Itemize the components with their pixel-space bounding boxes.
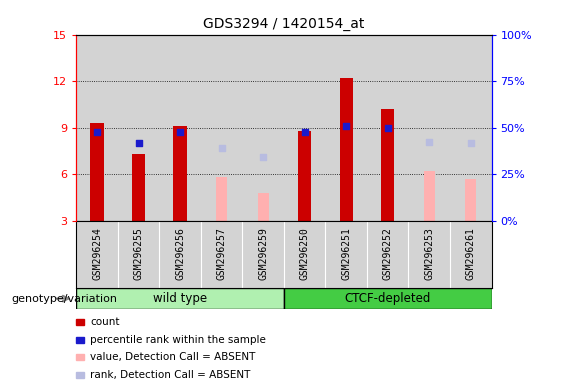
Text: GSM296255: GSM296255 [133,227,144,280]
Point [425,139,434,145]
Title: GDS3294 / 1420154_at: GDS3294 / 1420154_at [203,17,364,31]
Point [300,129,309,136]
Text: count: count [90,317,120,327]
Bar [216,177,227,221]
Bar [201,35,242,221]
Bar [258,193,269,221]
Point [217,145,226,151]
Text: GSM296254: GSM296254 [92,227,102,280]
Text: GSM296257: GSM296257 [216,227,227,280]
Bar [381,109,394,221]
Bar [76,35,118,221]
Bar [173,126,187,221]
Point [93,129,102,136]
Bar [132,154,145,221]
Text: GSM296261: GSM296261 [466,227,476,280]
Point [383,125,392,131]
Bar [465,179,476,221]
Bar [367,35,408,221]
Bar [284,288,492,309]
Text: genotype/variation: genotype/variation [11,293,118,304]
Text: percentile rank within the sample: percentile rank within the sample [90,334,266,344]
Text: CTCF-depleted: CTCF-depleted [345,292,431,305]
Point [134,140,143,146]
Text: GSM296256: GSM296256 [175,227,185,280]
Bar [325,35,367,221]
Text: value, Detection Call = ABSENT: value, Detection Call = ABSENT [90,353,256,362]
Point [259,154,268,160]
Bar [408,35,450,221]
Text: GSM296251: GSM296251 [341,227,351,280]
Text: GSM296259: GSM296259 [258,227,268,280]
Bar [118,35,159,221]
Text: wild type: wild type [153,292,207,305]
Bar [76,288,284,309]
Bar [298,131,311,221]
Bar [424,171,435,221]
Text: GSM296253: GSM296253 [424,227,434,280]
Bar [284,35,325,221]
Bar [90,123,104,221]
Text: GSM296252: GSM296252 [383,227,393,280]
Bar [340,78,353,221]
Point [466,140,475,146]
Point [342,123,351,129]
Point [176,129,185,136]
Text: GSM296250: GSM296250 [299,227,310,280]
Bar [450,35,492,221]
Bar [242,35,284,221]
Bar [159,35,201,221]
Text: rank, Detection Call = ABSENT: rank, Detection Call = ABSENT [90,370,251,380]
